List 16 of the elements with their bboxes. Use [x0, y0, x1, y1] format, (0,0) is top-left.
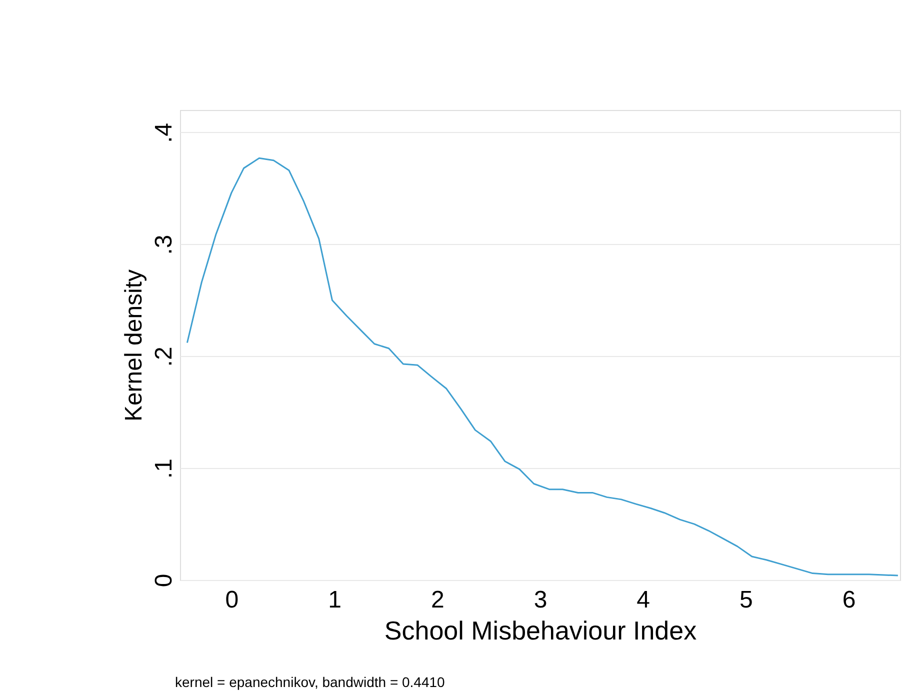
x-tick-label: 1: [328, 586, 342, 614]
text: kernel = epanechnikov, bandwidth = 0.4410: [175, 674, 446, 690]
x-tick-label: 0: [225, 586, 239, 614]
y-tick-label: .1: [150, 458, 178, 479]
x-tick-label: 4: [636, 586, 650, 614]
x-tick-label: 2: [430, 586, 444, 614]
x-axis-title: School Misbehaviour Index: [384, 616, 697, 646]
y-tick-label: .2: [150, 346, 178, 367]
x-tick-label: 3: [534, 586, 548, 614]
y-tick-label: .3: [150, 234, 178, 255]
y-tick-label: 0: [150, 574, 178, 588]
x-tick-label: 5: [740, 586, 753, 614]
y-axis-title: Kernel density: [120, 269, 148, 422]
line-series: [186, 157, 899, 576]
x-tick-label: 6: [842, 586, 856, 614]
y-tick-label: .4: [150, 122, 178, 143]
